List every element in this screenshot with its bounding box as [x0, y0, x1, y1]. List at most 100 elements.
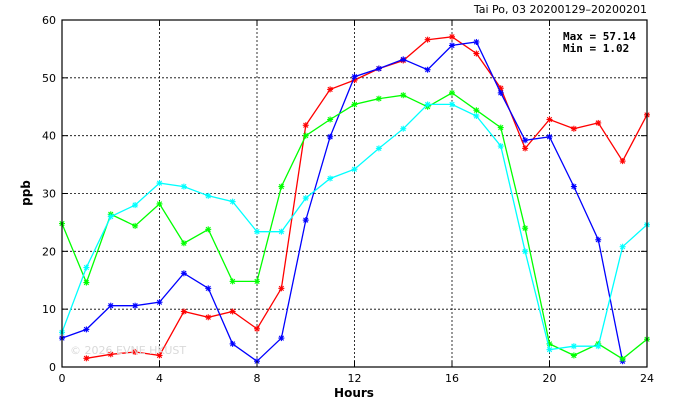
marker-stroke — [205, 314, 211, 320]
data-point — [522, 137, 529, 144]
x-tick-label: 0 — [59, 372, 66, 385]
ticks: 0 4 8 12 16 20 24 0 10 20 30 40 50 60 — [42, 14, 654, 385]
data-point — [302, 195, 309, 202]
marker-stroke — [522, 225, 528, 231]
data-point — [205, 226, 212, 233]
marker-stroke — [83, 326, 90, 333]
data-point — [449, 89, 455, 96]
data-point — [473, 38, 480, 45]
marker-stroke — [278, 183, 285, 190]
x-tick-label: 4 — [156, 372, 163, 385]
data-point — [107, 351, 114, 358]
data-point — [449, 42, 455, 49]
marker-stroke — [327, 116, 333, 123]
y-tick-label: 0 — [49, 361, 56, 374]
marker-stroke — [303, 217, 309, 223]
data-point — [546, 346, 553, 353]
data-point — [132, 348, 139, 355]
data-point — [132, 202, 139, 209]
data-point — [424, 36, 431, 43]
marker-stroke — [303, 122, 309, 128]
marker-stroke — [132, 349, 138, 355]
data-point — [156, 200, 163, 207]
data-point — [229, 340, 236, 347]
marker-stroke — [254, 278, 260, 285]
marker-stroke — [473, 39, 480, 45]
marker-stroke — [229, 278, 236, 285]
data-point — [595, 236, 602, 243]
marker-stroke — [546, 347, 553, 353]
marker-stroke — [108, 303, 114, 309]
data-point — [229, 308, 236, 315]
data-point — [180, 240, 187, 247]
max-label: Max = 57.14 — [563, 30, 636, 43]
data-point — [351, 73, 358, 80]
y-tick-label: 40 — [42, 130, 56, 143]
data-point — [83, 264, 90, 271]
marker-stroke — [132, 202, 138, 208]
marker-stroke — [156, 180, 163, 186]
data-point — [570, 352, 577, 359]
y-tick-label: 60 — [42, 14, 56, 27]
data-point — [83, 279, 90, 286]
marker-stroke — [303, 195, 309, 201]
data-point — [180, 270, 187, 277]
data-point — [156, 180, 163, 187]
marker-stroke — [181, 183, 187, 190]
series-1 — [83, 33, 650, 362]
y-tick-label: 30 — [42, 188, 56, 201]
marker-stroke — [205, 193, 211, 199]
marker-stroke — [181, 270, 187, 276]
data-point — [497, 124, 504, 131]
marker-stroke — [156, 299, 163, 305]
marker-stroke — [449, 34, 455, 40]
data-point — [302, 132, 309, 139]
marker-stroke — [83, 279, 90, 286]
marker-stroke — [254, 326, 260, 332]
data-point — [327, 116, 334, 123]
data-point — [205, 192, 212, 199]
min-label: Min = 1.02 — [563, 42, 629, 55]
marker-stroke — [229, 198, 236, 205]
marker-stroke — [522, 248, 528, 254]
marker-stroke — [229, 308, 236, 315]
data-point — [570, 183, 577, 190]
marker-stroke — [449, 42, 455, 49]
marker-stroke — [619, 244, 626, 250]
y-tick-label: 10 — [42, 303, 56, 316]
marker-stroke — [351, 101, 358, 108]
marker-stroke — [473, 107, 480, 113]
y-axis-title: ppb — [19, 180, 33, 206]
series-layer — [59, 33, 650, 365]
marker-stroke — [595, 120, 601, 126]
marker-stroke — [327, 134, 333, 140]
marker-stroke — [156, 352, 163, 359]
data-point — [83, 326, 90, 333]
x-tick-label: 12 — [348, 372, 362, 385]
marker-stroke — [522, 145, 528, 152]
marker-stroke — [424, 101, 431, 108]
marker-stroke — [619, 356, 626, 362]
marker-stroke — [546, 134, 553, 140]
marker-stroke — [351, 74, 358, 80]
marker-stroke — [351, 166, 358, 172]
marker-stroke — [449, 90, 455, 96]
marker-stroke — [156, 201, 163, 207]
marker-stroke — [181, 240, 187, 246]
marker-stroke — [571, 183, 577, 190]
chart-title: Tai Po, 03 20200129–20200201 — [473, 3, 647, 16]
marker-stroke — [571, 343, 577, 349]
marker-stroke — [449, 101, 455, 108]
data-point — [327, 175, 334, 182]
data-point — [229, 278, 236, 285]
data-point — [570, 125, 577, 132]
marker-stroke — [522, 137, 528, 143]
data-point — [522, 225, 529, 232]
marker-stroke — [303, 133, 309, 139]
series-line — [61, 41, 624, 363]
x-tick-label: 8 — [254, 372, 261, 385]
data-point — [132, 302, 139, 309]
data-point — [351, 166, 358, 173]
data-point — [497, 143, 504, 150]
